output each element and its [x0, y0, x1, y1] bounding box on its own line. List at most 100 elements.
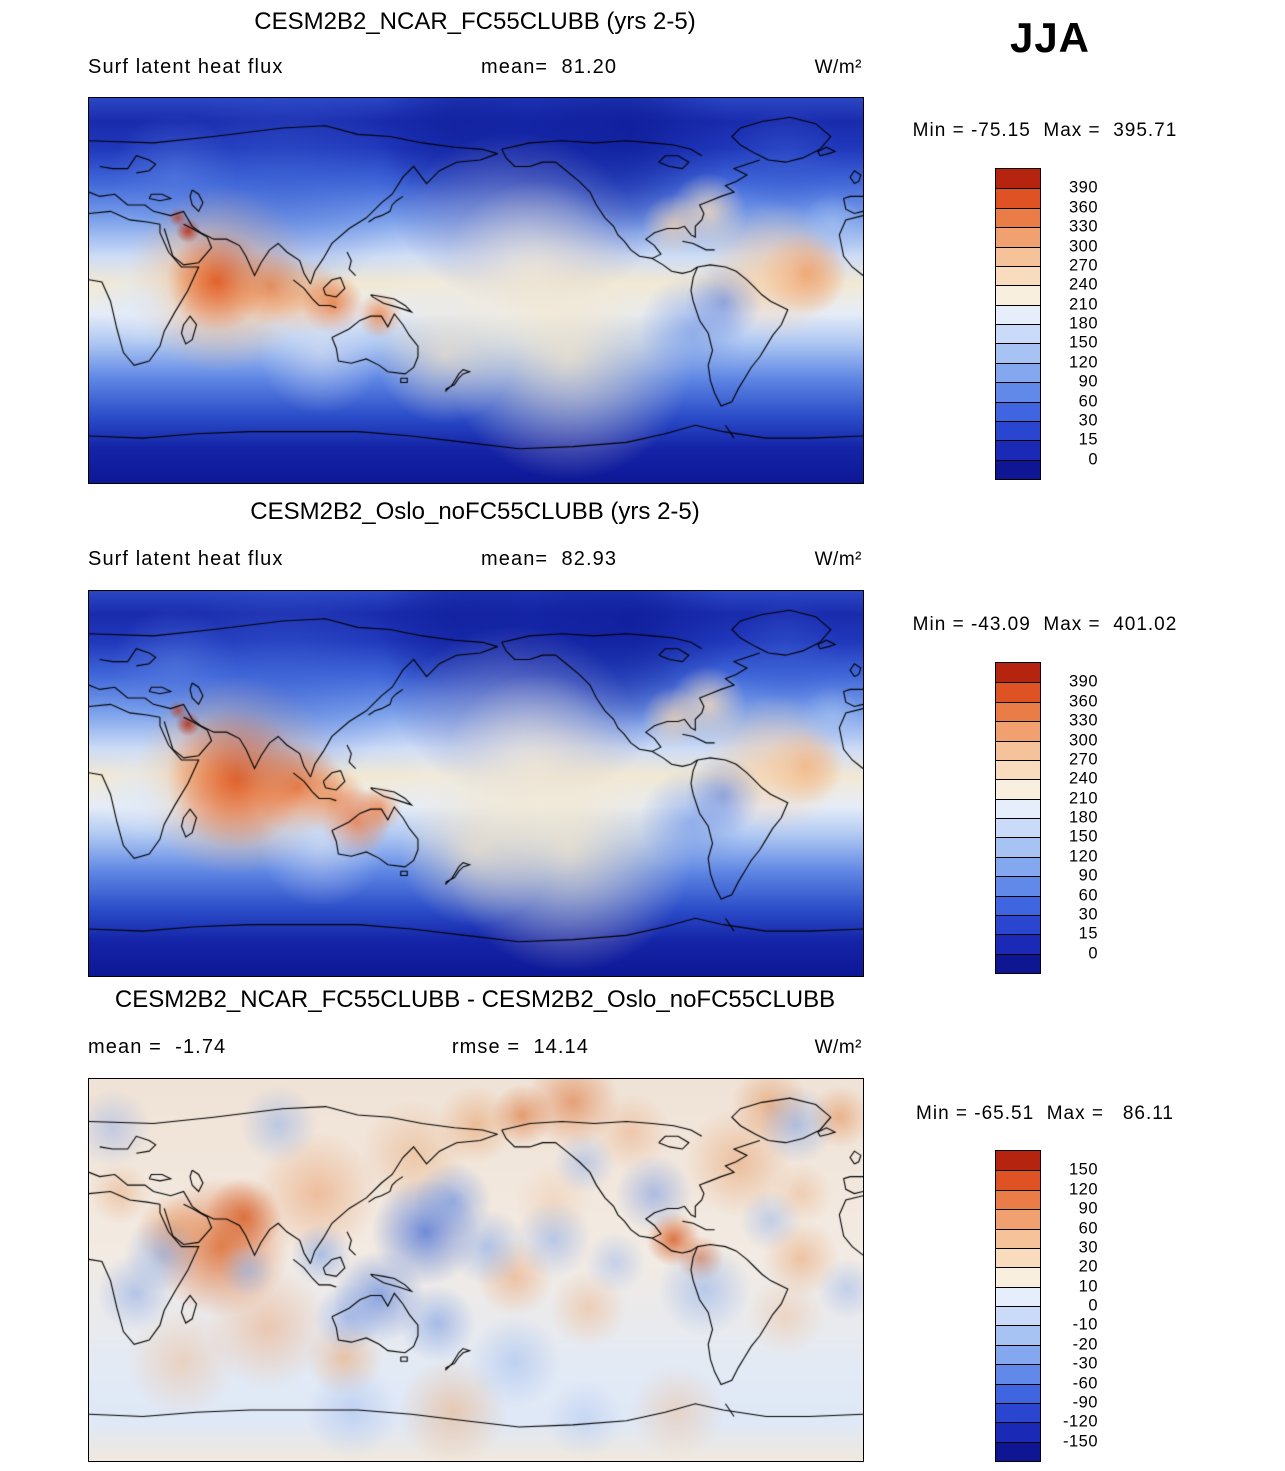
panel-3-minmax-label: Min = -65.51 Max = 86.11: [916, 1103, 1174, 1124]
colorbar-cell: [996, 914, 1040, 935]
season-label: JJA: [1009, 14, 1091, 61]
panel-3-stats-row: mean = -1.74 rmse = 14.14 W/m²: [88, 1036, 862, 1059]
colorbar-cell: [996, 227, 1040, 247]
colorbar-tick-label: 90: [1078, 866, 1098, 885]
colorbar-cell: [996, 304, 1040, 324]
colorbar-panel-3: -150 -120 -90 -60 -30 -20 -10 0 10 20 30 60 90 120 150: [995, 1150, 1098, 1462]
colorbar-tick-label: -10: [1072, 1315, 1098, 1334]
colorbar-tick-label: -20: [1072, 1335, 1098, 1354]
colorbar-cell: [996, 1267, 1040, 1287]
colorbar-panel-2: 0 15 30 60 90 120 150 180 210 240 270 300 330 360 390: [995, 662, 1098, 974]
colorbar-cell: [996, 207, 1040, 228]
panel-3-rmse-label: rmse = 14.14: [451, 1036, 590, 1058]
colorbar-tick-label: 0: [1088, 944, 1098, 963]
panel-1-mean-label: mean= 81.20: [480, 56, 618, 78]
colorbar-cell: [996, 1344, 1040, 1365]
panel-1-field-label: Surf latent heat flux: [88, 56, 284, 78]
colorbar-cell: [996, 1247, 1040, 1268]
colorbar-tick-label: 15: [1078, 924, 1098, 943]
colorbar-tick-label: 240: [1068, 275, 1098, 294]
colorbar-cell: [996, 876, 1040, 896]
colorbar-tick-label: 120: [1068, 847, 1098, 866]
colorbar-cell: [996, 759, 1040, 780]
panel-3-units-label: W/m²: [814, 1037, 862, 1058]
colorbar-tick-label: 30: [1078, 905, 1098, 924]
colorbar-tick-label: 90: [1078, 372, 1098, 391]
colorbar-cell: [996, 265, 1040, 286]
colorbar-tick-label: 330: [1068, 217, 1098, 236]
colorbar-cell: [996, 721, 1040, 741]
colorbar-cell: [996, 1402, 1040, 1423]
colorbar-tick-label: 0: [1088, 1296, 1098, 1315]
colorbar-panel-1: 0 15 30 60 90 120 150 180 210 240 270 300 330 360 390: [995, 168, 1098, 480]
colorbar-cell: [996, 1325, 1040, 1345]
colorbar-tick-label: 10: [1078, 1277, 1098, 1296]
colorbar-cell: [996, 895, 1040, 915]
panel-3-title: CESM2B2_NCAR_FC55CLUBB - CESM2B2_Oslo_no…: [114, 986, 836, 1013]
colorbar-tick-label: 270: [1068, 750, 1098, 769]
colorbar-cell: [996, 459, 1040, 479]
colorbar-tick-label: 390: [1068, 672, 1098, 691]
colorbar-cell: [996, 663, 1040, 683]
map-canvas-panel-2: [88, 590, 864, 977]
colorbar-cell: [996, 362, 1040, 383]
colorbar-cell: [996, 682, 1040, 702]
colorbar-tick-label: 60: [1078, 886, 1098, 904]
colorbar-tick-label: 360: [1068, 692, 1098, 711]
colorbar-cell: [996, 420, 1040, 441]
colorbar-tick-label: 120: [1068, 1180, 1098, 1199]
colorbar-cell: [996, 1306, 1040, 1326]
panel-3-mean-label: mean = -1.74: [88, 1036, 227, 1058]
colorbar-cell: [996, 1286, 1040, 1306]
panel-1-units-label: W/m²: [814, 57, 862, 78]
map-canvas-panel-1: [88, 97, 864, 484]
colorbar-cell: [996, 1441, 1040, 1461]
colorbar-cell: [996, 740, 1040, 760]
panel-2-field-label: Surf latent heat flux: [88, 548, 284, 570]
colorbar-cell: [996, 1151, 1040, 1171]
colorbar-tick-label: 360: [1068, 198, 1098, 217]
panel-2-title: CESM2B2_Oslo_noFC55CLUBB (yrs 2-5): [250, 498, 700, 525]
colorbar-tick-label: 150: [1068, 333, 1098, 352]
colorbar-tick-label: 270: [1068, 256, 1098, 275]
colorbar-tick-label: 390: [1068, 178, 1098, 197]
colorbar-tick-label: 20: [1078, 1257, 1098, 1276]
colorbar-tick-label: 15: [1078, 430, 1098, 449]
colorbar-tick-label: 150: [1068, 1160, 1098, 1179]
colorbar-cell: [996, 246, 1040, 266]
colorbar-cell: [996, 285, 1040, 305]
colorbar-tick-label: 210: [1068, 789, 1098, 808]
map-canvas-panel-3: [88, 1078, 864, 1462]
colorbar-cell: [996, 1364, 1040, 1384]
colorbar-cell: [996, 953, 1040, 973]
panel-1-title: CESM2B2_NCAR_FC55CLUBB (yrs 2-5): [254, 8, 696, 35]
colorbar-tick-label: -30: [1072, 1354, 1098, 1373]
colorbar-tick-label: 30: [1078, 411, 1098, 430]
colorbar-tick-label: 180: [1068, 808, 1098, 827]
colorbar-cell: [996, 856, 1040, 877]
colorbar-cell: [996, 1209, 1040, 1229]
colorbar-tick-label: 0: [1088, 450, 1098, 469]
colorbar-cell: [996, 934, 1040, 954]
panel-2-units-label: W/m²: [814, 549, 862, 570]
colorbar-cell: [996, 818, 1040, 838]
colorbar-tick-label: 90: [1078, 1199, 1098, 1218]
colorbar-cell: [996, 324, 1040, 344]
colorbar-cell: [996, 382, 1040, 402]
colorbar-cell: [996, 1383, 1040, 1403]
colorbar-tick-label: 330: [1068, 711, 1098, 730]
colorbar-tick-label: 210: [1068, 295, 1098, 314]
colorbar-tick-label: 300: [1068, 731, 1098, 749]
colorbar-tick-label: -120: [1062, 1412, 1098, 1431]
colorbar-cell: [996, 701, 1040, 722]
panel-2-minmax-label: Min = -43.09 Max = 401.02: [912, 614, 1178, 635]
colorbar-cell: [996, 1422, 1040, 1442]
colorbar-cell: [996, 343, 1040, 363]
colorbar-tick-label: 60: [1078, 392, 1098, 410]
colorbar-cell: [996, 1189, 1040, 1210]
panel-2-stats-row: Surf latent heat flux mean= 82.93 W/m²: [88, 548, 862, 571]
colorbar-tick-label: -150: [1062, 1432, 1098, 1451]
colorbar-cell: [996, 169, 1040, 189]
colorbar-tick-label: 300: [1068, 237, 1098, 255]
